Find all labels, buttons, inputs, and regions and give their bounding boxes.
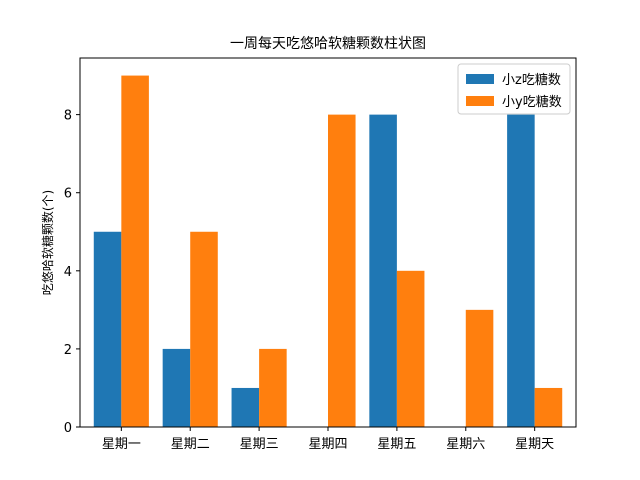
bar-series-2-7 — [534, 387, 563, 427]
bar-series-1-3 — [231, 387, 260, 427]
legend-swatch — [466, 74, 494, 84]
bar-series-2-1 — [121, 75, 149, 428]
bar-series-2-5 — [396, 270, 425, 427]
y-tick-label: 6 — [64, 187, 72, 202]
x-axis: 星期一 星期二 星期三 星期四 星期五 星期六 星期天 — [102, 427, 554, 452]
x-tick-label: 星期五 — [377, 437, 416, 452]
legend-swatch — [466, 96, 494, 106]
x-tick-label: 星期四 — [308, 437, 347, 452]
x-tick-label: 星期二 — [171, 437, 210, 452]
x-tick-label: 星期一 — [102, 437, 141, 452]
x-tick-label: 星期六 — [446, 437, 485, 452]
y-tick-label: 8 — [64, 109, 72, 124]
bars-layer — [93, 75, 563, 428]
legend-label: 小y吃糖数 — [502, 94, 562, 110]
bar-series-1-1 — [93, 231, 122, 427]
bar-series-2-3 — [259, 348, 287, 427]
legend-label: 小z吃糖数 — [502, 72, 561, 88]
bar-series-2-2 — [190, 231, 218, 427]
x-tick-label: 星期天 — [515, 437, 554, 452]
y-tick-label: 4 — [64, 265, 72, 280]
chart-title: 一周每天吃悠哈软糖颗数柱状图 — [230, 36, 426, 52]
bar-series-1-7 — [507, 114, 535, 427]
y-axis-label: 吃悠哈软糖颗数(个) — [40, 190, 55, 295]
y-tick-label: 0 — [64, 421, 72, 436]
y-axis: 0 2 4 6 8 — [64, 109, 80, 436]
bar-series-1-5 — [369, 114, 397, 427]
plot-frame — [79, 57, 577, 428]
bar-series-2-4 — [328, 114, 356, 427]
y-tick-label: 2 — [64, 343, 72, 358]
bar-series-2-6 — [465, 309, 494, 427]
x-tick-label: 星期三 — [240, 437, 279, 452]
bar-series-1-2 — [162, 348, 191, 427]
